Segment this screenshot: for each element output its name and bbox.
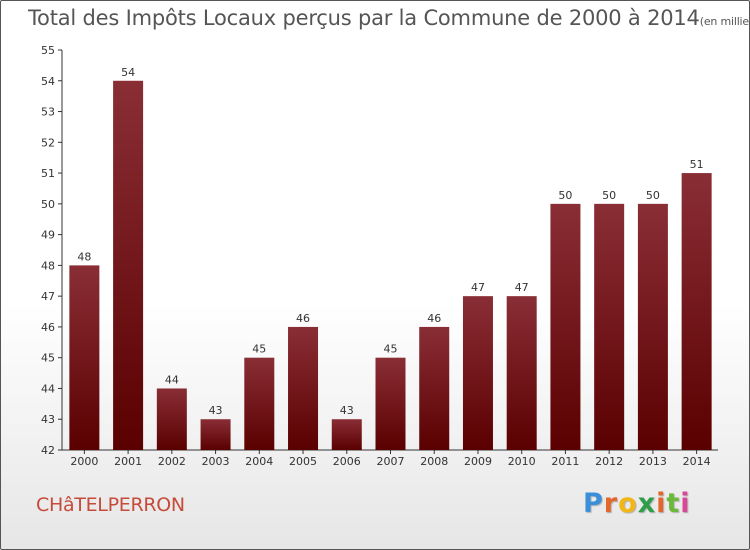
bar <box>156 388 187 450</box>
y-tick-label: 55 <box>41 44 55 57</box>
proxiti-logo: Proxiti <box>583 488 691 519</box>
bar-value-label: 50 <box>602 189 616 202</box>
x-tick-label: 2010 <box>508 455 536 468</box>
y-tick-label: 48 <box>41 259 55 272</box>
x-tick-label: 2009 <box>464 455 492 468</box>
commune-name: CHâTELPERRON <box>36 494 185 516</box>
x-tick-label: 2014 <box>683 455 711 468</box>
bar-value-label: 44 <box>165 373 179 386</box>
bar <box>637 203 668 450</box>
bar <box>113 80 144 451</box>
y-tick-label: 47 <box>41 290 55 303</box>
bar-value-label: 48 <box>77 250 91 263</box>
x-tick-label: 2006 <box>333 455 361 468</box>
y-tick-label: 45 <box>41 352 55 365</box>
bar <box>375 357 406 450</box>
x-tick-label: 2007 <box>377 455 405 468</box>
logo-letter: P <box>583 488 604 519</box>
y-tick-label: 53 <box>41 106 55 119</box>
bar-value-label: 45 <box>384 343 398 356</box>
bar-value-label: 45 <box>252 343 266 356</box>
bar-value-label: 46 <box>427 312 441 325</box>
logo-letter: i <box>656 488 667 519</box>
logo-letter: i <box>680 488 691 519</box>
bar-value-label: 50 <box>558 189 572 202</box>
x-tick-label: 2012 <box>595 455 623 468</box>
bar <box>288 326 319 450</box>
bar <box>550 203 581 450</box>
bar <box>594 203 625 450</box>
y-tick-label: 44 <box>41 382 55 395</box>
bar-value-label: 43 <box>340 404 354 417</box>
x-tick-label: 2000 <box>70 455 98 468</box>
y-tick-label: 54 <box>41 75 55 88</box>
x-tick-label: 2013 <box>639 455 667 468</box>
x-tick-label: 2011 <box>551 455 579 468</box>
bar <box>69 265 100 450</box>
bar <box>244 357 275 450</box>
bar <box>462 296 493 450</box>
x-tick-label: 2001 <box>114 455 142 468</box>
bar-value-label: 54 <box>121 66 135 79</box>
logo-letter: t <box>666 488 681 519</box>
x-tick-label: 2008 <box>420 455 448 468</box>
bar <box>200 419 231 450</box>
y-tick-label: 49 <box>41 229 55 242</box>
y-tick-label: 46 <box>41 321 55 334</box>
plot-area: 42 43 44 45 46 47 48 49 50 51 52 53 54 55 48 2000 54 2001… <box>41 44 718 468</box>
chart-title-unit: (en milliers d'€) <box>699 15 750 28</box>
bar-value-label: 47 <box>471 281 485 294</box>
y-tick-label: 51 <box>41 167 55 180</box>
y-tick-label: 42 <box>41 444 55 457</box>
bar <box>331 419 362 450</box>
chart-title-text: Total des Impôts Locaux perçus par la Co… <box>28 6 700 30</box>
y-tick-label: 43 <box>41 413 55 426</box>
x-tick-label: 2002 <box>158 455 186 468</box>
x-tick-label: 2003 <box>202 455 230 468</box>
bar-value-label: 46 <box>296 312 310 325</box>
bar <box>506 296 537 450</box>
logo-letter: r <box>603 488 619 519</box>
logo-letter: o <box>618 488 638 519</box>
x-tick-label: 2005 <box>289 455 317 468</box>
bar-value-label: 50 <box>646 189 660 202</box>
bar <box>419 326 450 450</box>
x-tick-label: 2004 <box>245 455 273 468</box>
y-tick-label: 52 <box>41 136 55 149</box>
bar <box>681 173 712 451</box>
bar-value-label: 51 <box>690 158 704 171</box>
chart-title: Total des Impôts Locaux perçus par la Co… <box>28 6 750 30</box>
bar-value-label: 47 <box>515 281 529 294</box>
y-tick-label: 50 <box>41 198 55 211</box>
bar-value-label: 43 <box>209 404 223 417</box>
logo-letter: x <box>637 488 657 519</box>
